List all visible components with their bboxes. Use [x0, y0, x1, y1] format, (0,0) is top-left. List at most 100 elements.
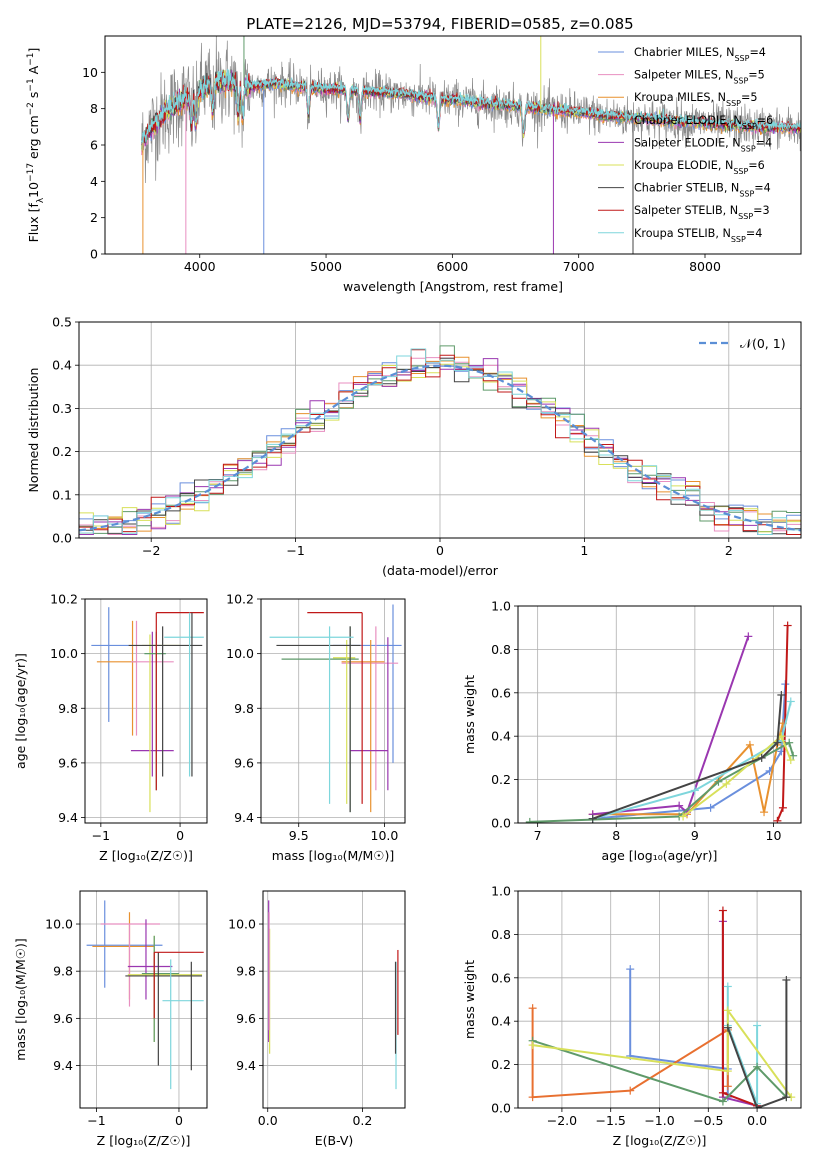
- y-tick-label: 9.4: [53, 1058, 73, 1073]
- legend-entry-suffix: =5: [741, 91, 758, 104]
- residuals-plot-area: [79, 345, 801, 535]
- legend-entry-label: Kroupa MILES, NSSP=5: [634, 91, 757, 108]
- residuals-y-axis-label: Normed distribution: [26, 368, 41, 493]
- x-tick-label: 7: [534, 828, 542, 843]
- legend-entry-text: Chabrier MILES, N: [634, 46, 734, 59]
- spectrum-plot-area: [141, 36, 801, 254]
- weight_Z-x-axis-label: Z [log₁₀(Z/Z☉)]: [613, 1133, 707, 1148]
- y-tick-label: 0.1: [52, 487, 72, 502]
- weight-line: [592, 694, 783, 820]
- x-tick-label: 0: [175, 1113, 183, 1128]
- y-tick-label: 0.5: [52, 315, 72, 330]
- legend-entry-suffix: =3: [753, 204, 770, 217]
- y-tick-label: 0.8: [491, 642, 511, 657]
- legend-entry-subscript: SSP: [733, 76, 748, 85]
- x-tick-label: 5000: [310, 259, 342, 274]
- weight-line: [592, 722, 784, 816]
- y-tick-label: 0.4: [491, 729, 511, 744]
- legend-entry-text: Salpeter ELODIE, N: [634, 136, 741, 149]
- legend-entry-suffix: =4: [749, 46, 766, 59]
- mass_Z-x-axis-label: Z [log₁₀(Z/Z☉)]: [97, 1133, 191, 1148]
- mass_ebv-x-axis-label: E(B-V): [315, 1133, 354, 1148]
- x-tick-label: 8: [612, 828, 620, 843]
- y-tick-label: 10.0: [45, 917, 73, 932]
- legend-entry-label: Kroupa STELIB, NSSP=4: [634, 227, 762, 244]
- y-axis-label-part: erg cm: [26, 115, 41, 163]
- age_Z-panel: −1 0 9.4 9.6 9.8 10.0 10.2 Z [log₁₀(Z/Z☉)] age […: [13, 592, 208, 863]
- y-tick-label: 9.8: [58, 701, 78, 716]
- x-tick-label: −1.0: [644, 1113, 674, 1128]
- y-tick-label: 9.6: [236, 1011, 256, 1026]
- residual-histogram: [79, 348, 801, 535]
- spectrum-title: PLATE=2126, MJD=53794, FIBERID=0585, z=0…: [246, 15, 633, 33]
- y-axis-label-part: −1: [26, 53, 36, 66]
- y-tick-label: 0.6: [491, 685, 511, 700]
- age_mass-plot-area: [269, 604, 402, 813]
- legend-entry-subscript: SSP: [731, 234, 746, 243]
- legend-entry-subscript: SSP: [738, 212, 753, 221]
- legend-entry-suffix: =4: [746, 227, 763, 240]
- x-tick-label: 8000: [689, 259, 721, 274]
- y-tick-label: 0.3: [52, 401, 72, 416]
- y-tick-label: 9.8: [236, 964, 256, 979]
- y-tick-label: 0.2: [491, 772, 511, 787]
- y-tick-label: 10.0: [50, 646, 78, 661]
- mass_Z-panel: −1 0 9.4 9.6 9.8 10.0 Z [log₁₀(Z/Z☉)] mass [log…: [13, 890, 208, 1148]
- x-tick-label: −2: [142, 543, 160, 558]
- x-tick-label: 4000: [184, 259, 216, 274]
- y-axis-label-part: λ: [36, 197, 46, 203]
- y-tick-label: 8: [90, 101, 98, 116]
- mass_ebv-frame: [262, 890, 406, 1109]
- legend-entry-label: Kroupa ELODIE, NSSP=6: [634, 159, 765, 176]
- mass_Z-frame: [79, 890, 208, 1109]
- y-tick-label: 2: [90, 210, 98, 225]
- legend-entry-text: Salpeter MILES, N: [634, 69, 733, 82]
- legend-entry-suffix: =4: [754, 182, 771, 195]
- x-tick-label: 10.0: [371, 828, 399, 843]
- x-tick-label: −0.5: [693, 1113, 723, 1128]
- age_mass-frame: [260, 598, 406, 824]
- legend-entry-label: Salpeter STELIB, NSSP=3: [634, 204, 770, 221]
- weight_Z-plot-area: [528, 906, 796, 1108]
- model-spectrum-line: [141, 68, 801, 151]
- y-tick-label: 0.2: [491, 1057, 511, 1072]
- legend-entry-suffix: =4: [756, 136, 773, 149]
- y-axis-label-part: A: [26, 65, 41, 78]
- weight_Z-y-axis-label: mass weight: [462, 960, 477, 1039]
- y-tick-label: 0.0: [491, 816, 511, 831]
- y-tick-label: 0.6: [491, 970, 511, 985]
- weight-line: [529, 741, 795, 823]
- weight_Z-panel: −2.0 −1.5 −1.0 −0.5 0.0 0.0 0.2 0.4 0.6 0.8 1.0 Z […: [462, 884, 802, 1148]
- y-tick-label: 9.4: [236, 1058, 256, 1073]
- x-tick-label: 0.0: [747, 1113, 767, 1128]
- age_Z-plot-area: [91, 607, 204, 813]
- residuals-x-axis-label: (data-model)/error: [382, 563, 499, 578]
- y-tick-label: 9.6: [234, 755, 254, 770]
- legend-entry-suffix: =6: [757, 114, 774, 127]
- y-tick-label: 0.0: [52, 531, 72, 546]
- mass_ebv-plot-area: [268, 900, 399, 1090]
- x-tick-label: 6000: [436, 259, 468, 274]
- y-tick-label: 10.2: [50, 592, 78, 607]
- x-tick-label: 1: [580, 543, 588, 558]
- y-axis-label-part: Flux [f: [26, 203, 41, 243]
- x-tick-label: −2.0: [547, 1113, 577, 1128]
- y-tick-label: 9.8: [53, 964, 73, 979]
- y-tick-label: 10.0: [228, 917, 256, 932]
- legend-entry-label: Chabrier ELODIE, NSSP=6: [634, 114, 773, 131]
- y-tick-label: 0.2: [52, 444, 72, 459]
- legend-entry-label: 𝒩(0, 1): [740, 336, 786, 351]
- legend-entry-text: Salpeter STELIB, N: [634, 204, 738, 217]
- legend-entry-suffix: =5: [748, 69, 765, 82]
- y-axis-label-part: −2: [26, 102, 36, 115]
- age_Z-y-axis-label: age [log₁₀(age/yr)]: [13, 653, 28, 769]
- legend-entry-label: Chabrier MILES, NSSP=4: [634, 46, 766, 63]
- mass_Z-plot-area: [86, 900, 204, 1090]
- legend-entry-label: Salpeter ELODIE, NSSP=4: [634, 136, 772, 153]
- weight-line: [592, 684, 787, 820]
- y-tick-label: 10.0: [226, 646, 254, 661]
- y-axis-label-part: −17: [26, 163, 36, 182]
- legend-entry-subscript: SSP: [739, 189, 754, 198]
- weight_age-y-axis-label: mass weight: [462, 675, 477, 754]
